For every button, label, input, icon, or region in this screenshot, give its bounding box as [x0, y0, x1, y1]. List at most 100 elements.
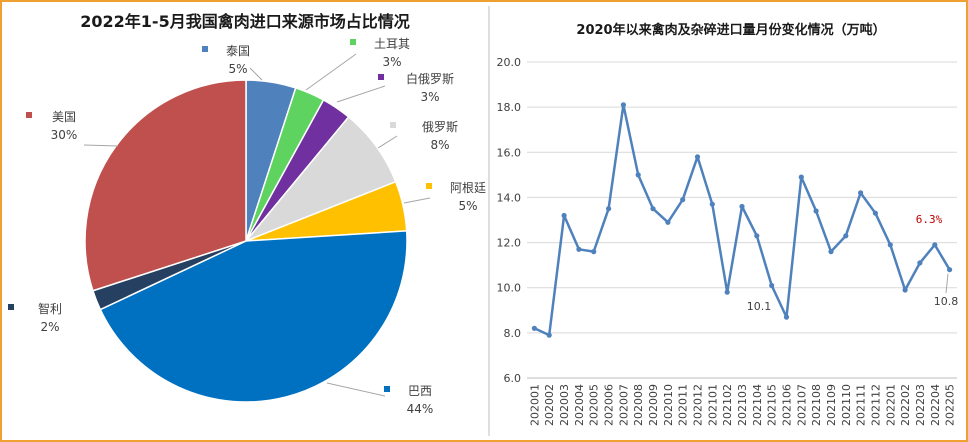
- pie-marker-5: [426, 183, 432, 189]
- line-point: [665, 219, 671, 225]
- line-point: [932, 242, 938, 248]
- pie-label-pct: 3%: [420, 90, 439, 104]
- line-annotation: 10.8: [934, 295, 959, 308]
- line-chart: 2020年以来禽肉及杂碎进口量月份变化情况（万吨） 6.0 8.0 10.0 12.0…: [497, 22, 959, 426]
- pie-label-pct: 2%: [40, 320, 59, 334]
- x-tick-label: 202008: [632, 384, 645, 426]
- annotation-leader: [945, 273, 949, 294]
- line-point: [783, 314, 790, 320]
- y-tick-label: 8.0: [504, 327, 522, 340]
- line-point: [828, 249, 834, 255]
- pie-marker-2: [350, 39, 356, 45]
- x-tick-label: 202203: [914, 384, 927, 426]
- x-tick-label: 202009: [647, 384, 660, 426]
- line-grid: [527, 61, 957, 379]
- line-point: [798, 174, 804, 180]
- pie-slices: [84, 79, 408, 403]
- x-tick-label: 202102: [721, 384, 734, 426]
- y-tick-label: 14.0: [497, 191, 522, 204]
- line-point: [739, 203, 745, 210]
- pie-label-pct: 5%: [458, 199, 477, 213]
- line-point: [858, 190, 864, 196]
- line-point: [843, 233, 849, 239]
- pie-label-name: 巴西: [408, 384, 432, 398]
- line-point: [754, 233, 760, 239]
- pie-label-name: 美国: [52, 110, 76, 124]
- line-series: [531, 102, 953, 338]
- line-point: [813, 208, 819, 214]
- pie-label-name: 智利: [38, 301, 62, 316]
- x-tick-label: 202004: [573, 384, 586, 426]
- x-tick-label: 202103: [736, 384, 749, 426]
- x-tick-label: 202104: [751, 384, 764, 426]
- y-tick-label: 12.0: [497, 237, 522, 250]
- line-point: [917, 260, 923, 266]
- line-point: [680, 197, 686, 203]
- line-annotations: 10.1 6.3% 10.8: [747, 213, 959, 313]
- line-x-ticks: 202001 202002 202003 202004 202005 202006 2020…: [527, 377, 957, 426]
- y-tick-label: 18.0: [497, 101, 522, 114]
- line-point: [694, 154, 701, 160]
- pie-leader-8: [83, 144, 119, 147]
- pie-label-pct: 3%: [382, 55, 401, 69]
- pie-leader-5: [403, 197, 431, 204]
- line-point: [576, 246, 582, 252]
- line-point: [591, 249, 597, 255]
- x-tick-label: 202111: [855, 384, 868, 426]
- x-tick-label: 202110: [840, 384, 853, 426]
- pie-label-pct: 44%: [407, 402, 434, 416]
- line-point: [709, 201, 715, 207]
- x-tick-label: 202202: [899, 384, 912, 426]
- pie-label-pct: 5%: [228, 62, 247, 76]
- pie-label-name: 俄罗斯: [422, 120, 458, 134]
- pie-marker-6: [384, 386, 390, 392]
- x-tick-label: 202112: [869, 384, 882, 426]
- pie-leader-3: [336, 85, 386, 103]
- pie-marker-3: [378, 74, 384, 80]
- line-annotation: 6.3%: [916, 213, 943, 226]
- pie-leader-4: [377, 135, 398, 149]
- pie-label-name: 阿根廷: [450, 181, 486, 195]
- line-point: [531, 325, 538, 331]
- x-tick-label: 202005: [588, 384, 601, 426]
- x-tick-label: 202001: [528, 384, 541, 426]
- x-tick-label: 202101: [706, 384, 719, 426]
- x-tick-label: 202002: [543, 384, 556, 426]
- pie-title: 2022年1-5月我国禽肉进口来源市场占比情况: [80, 12, 409, 31]
- pie-label-pct: 8%: [430, 138, 449, 152]
- line-point: [902, 287, 908, 293]
- x-tick-label: 202006: [603, 384, 616, 426]
- pie-label-pct: 30%: [51, 128, 78, 142]
- line-y-ticks: 6.0 8.0 10.0 12.0 14.0 16.0 18.0 20.0: [497, 56, 522, 385]
- pie-marker-4: [390, 122, 396, 128]
- line-point: [650, 206, 656, 212]
- y-tick-label: 20.0: [497, 56, 522, 69]
- line-annotation: 10.1: [747, 300, 772, 313]
- line-point: [561, 212, 567, 219]
- pie-label-name: 白俄罗斯: [406, 71, 454, 86]
- pie-label-name: 泰国: [226, 44, 250, 58]
- line-point: [947, 267, 953, 273]
- y-tick-label: 16.0: [497, 146, 522, 159]
- line-point: [872, 210, 879, 216]
- x-tick-label: 202010: [662, 384, 675, 426]
- line-point: [635, 172, 641, 178]
- x-tick-label: 202106: [781, 384, 794, 426]
- x-tick-label: 202201: [884, 384, 897, 426]
- x-tick-label: 202107: [795, 384, 808, 426]
- pie-marker-1: [202, 46, 208, 52]
- x-tick-label: 202011: [677, 384, 690, 426]
- y-tick-label: 10.0: [497, 282, 522, 295]
- line-point: [606, 206, 612, 212]
- pie-leader-6: [326, 382, 386, 397]
- pie-leader-2: [305, 53, 357, 91]
- pie-marker-7: [8, 304, 14, 310]
- pie-leader-1: [249, 67, 263, 81]
- line-title: 2020年以来禽肉及杂碎进口量月份变化情况（万吨）: [576, 22, 885, 38]
- line-point: [887, 242, 893, 248]
- x-tick-label: 202105: [766, 384, 779, 426]
- line-point: [620, 102, 627, 108]
- line-point: [724, 289, 730, 295]
- y-tick-label: 6.0: [504, 372, 522, 385]
